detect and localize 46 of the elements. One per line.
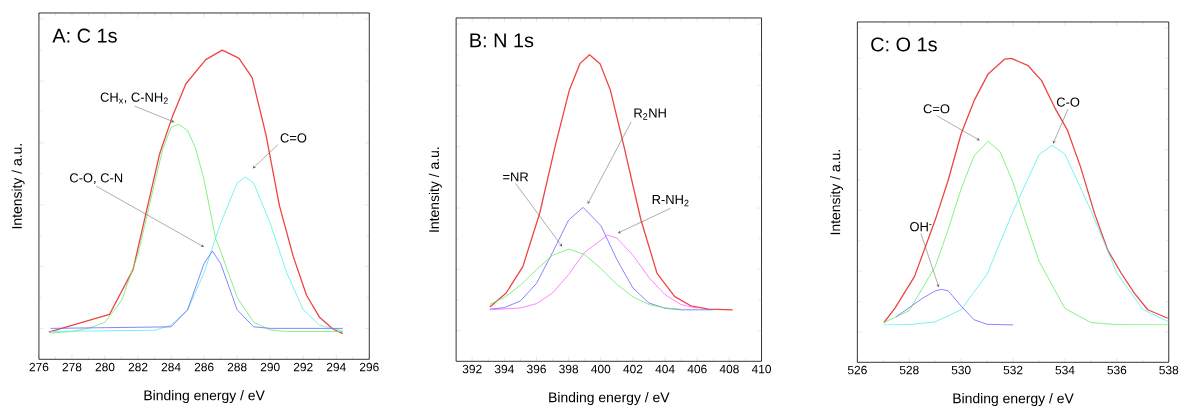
y-axis-title: Intensity / a.u. (11, 143, 25, 229)
x-axis-title: Binding energy / eV (144, 389, 265, 403)
x-tick-label: 398 (559, 364, 579, 374)
annotation: R-NH$_{2}$ (652, 194, 689, 207)
x-tick-label: 404 (655, 364, 675, 374)
x-tick-label: 290 (260, 362, 280, 372)
x-tick-label: 282 (128, 362, 148, 372)
x-tick-label: 296 (359, 362, 379, 372)
chart-title: A: C 1s (52, 28, 117, 43)
annotation: C-O, C-N (69, 173, 123, 184)
x-tick-label: 392 (462, 364, 482, 374)
y-axis-title: Intensity / a.u. (428, 147, 442, 232)
x-tick-label: 292 (293, 362, 313, 372)
x-tick-label: 278 (62, 362, 82, 372)
chart-title: C: O 1s (871, 37, 937, 52)
x-tick-label: 532 (1003, 365, 1023, 375)
x-tick-label: 528 (899, 365, 919, 375)
x-tick-label: 536 (1107, 365, 1127, 375)
x-tick-label: 294 (326, 362, 346, 372)
x-tick-label: 408 (719, 364, 739, 374)
x-tick-label: 538 (1159, 365, 1179, 375)
x-tick-label: 526 (847, 365, 867, 375)
x-tick-label: 530 (951, 365, 971, 375)
x-tick-label: 276 (29, 362, 49, 372)
x-tick-label: 288 (227, 362, 247, 372)
annotation: =NR (503, 172, 529, 182)
x-tick-label: 400 (591, 364, 611, 374)
annotation: C-O (1056, 97, 1080, 107)
y-axis-title: Intensity / a.u. (830, 149, 844, 235)
x-tick-label: 402 (623, 364, 643, 374)
annotation: CH$_{x}$, C-NH$_{2}$ (100, 92, 168, 104)
x-tick-label: 280 (95, 362, 115, 372)
x-axis-title: Binding energy / eV (549, 391, 670, 405)
x-tick-label: 286 (194, 362, 214, 372)
annotation: R$_{2}$NH (634, 108, 666, 120)
x-tick-label: 394 (494, 364, 514, 374)
x-tick-label: 284 (161, 362, 181, 372)
x-tick-label: 396 (526, 364, 546, 374)
annotation: OH$^{-}$ (910, 222, 932, 232)
annotation: C=O (280, 133, 307, 143)
annotation: C=O (923, 104, 950, 114)
x-tick-label: 410 (751, 364, 772, 374)
x-tick-label: 406 (687, 364, 707, 374)
chart-title: B: N 1s (470, 33, 534, 48)
x-tick-label: 534 (1055, 365, 1075, 375)
x-axis-title: Binding energy / eV (953, 392, 1074, 406)
